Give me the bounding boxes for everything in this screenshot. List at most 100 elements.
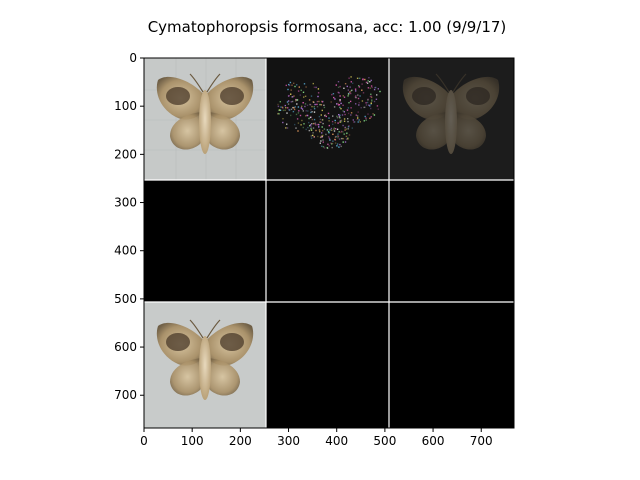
saliency-speckle [313,108,316,110]
saliency-speckle [339,106,341,109]
saliency-speckle [361,89,363,91]
saliency-speckle [375,98,378,100]
saliency-speckle [310,137,313,139]
saliency-speckle [369,95,372,98]
saliency-speckle [342,138,345,140]
saliency-speckle [361,83,363,85]
saliency-speckle [364,78,366,81]
tile-1-0-black [144,180,266,302]
saliency-speckle [347,93,350,96]
saliency-speckle [334,122,336,124]
saliency-speckle [331,120,334,123]
saliency-speckle [331,93,333,96]
tile-1-1-black [266,180,389,302]
saliency-speckle [292,110,295,113]
saliency-speckle [339,143,341,146]
saliency-speckle [318,129,321,131]
saliency-speckle [347,137,349,139]
saliency-speckle [312,127,315,129]
saliency-speckle [340,137,343,140]
saliency-speckle [321,100,323,103]
saliency-speckle [323,104,325,106]
saliency-speckle [340,131,342,134]
saliency-speckle [356,115,359,117]
saliency-speckle [317,88,320,90]
saliency-speckle [364,115,366,118]
saliency-speckle [347,128,349,130]
saliency-speckle [337,81,340,83]
saliency-speckle [313,111,316,113]
saliency-speckle [297,90,300,92]
saliency-speckle [315,86,317,89]
saliency-speckle [310,109,312,111]
saliency-speckle [370,103,372,105]
saliency-speckle [350,81,352,83]
saliency-speckle [295,100,297,102]
saliency-speckle [303,83,306,85]
saliency-speckle [311,118,313,121]
saliency-speckle [340,130,343,133]
saliency-speckle [342,141,344,143]
saliency-speckle [310,129,313,131]
saliency-speckle [346,109,349,111]
saliency-speckle [293,82,295,84]
x-tick-label: 200 [229,434,252,448]
saliency-speckle [355,114,357,116]
saliency-speckle [357,94,359,96]
saliency-speckle [357,117,359,119]
saliency-speckle [340,145,342,148]
saliency-speckle [314,122,317,124]
saliency-speckle [288,109,291,111]
saliency-speckle [334,119,336,122]
saliency-speckle [302,110,304,112]
saliency-speckle [370,93,372,95]
saliency-speckle [357,111,359,113]
saliency-speckle [310,129,313,131]
saliency-speckle [365,119,367,121]
saliency-speckle [297,130,299,132]
saliency-speckle [285,107,287,109]
saliency-speckle [338,131,340,133]
saliency-speckle [352,119,354,121]
saliency-speckle [313,122,315,125]
saliency-speckle [287,100,290,102]
saliency-speckle [295,113,298,116]
saliency-speckle [363,120,365,122]
saliency-speckle [370,116,372,118]
saliency-speckle [367,87,370,89]
saliency-speckle [317,95,319,98]
saliency-speckle [343,120,346,122]
saliency-speckle [340,121,343,123]
saliency-speckle [303,123,305,125]
saliency-speckle [287,95,290,97]
saliency-speckle [339,114,341,116]
saliency-speckle [290,89,292,91]
saliency-speckle [349,86,351,88]
saliency-speckle [327,147,329,149]
saliency-speckle [347,89,349,91]
saliency-speckle [355,96,357,99]
saliency-speckle [326,129,329,131]
saliency-speckle [346,85,348,88]
saliency-speckle [336,145,338,147]
saliency-speckle [312,132,314,134]
saliency-speckle [309,116,312,119]
saliency-speckle [354,96,357,98]
saliency-speckle [369,105,371,107]
saliency-speckle [339,106,341,109]
saliency-speckle [313,136,315,138]
saliency-speckle [346,132,348,134]
x-tick-label: 300 [277,434,300,448]
saliency-speckle [343,111,345,113]
saliency-speckle [330,127,333,130]
saliency-speckle [329,129,331,131]
saliency-speckle [301,105,303,107]
saliency-speckle [359,121,361,123]
saliency-speckle [337,135,339,137]
saliency-speckle [296,84,298,86]
saliency-speckle [311,105,313,108]
saliency-speckle [319,103,321,106]
saliency-speckle [332,93,335,95]
saliency-speckle [309,125,311,127]
